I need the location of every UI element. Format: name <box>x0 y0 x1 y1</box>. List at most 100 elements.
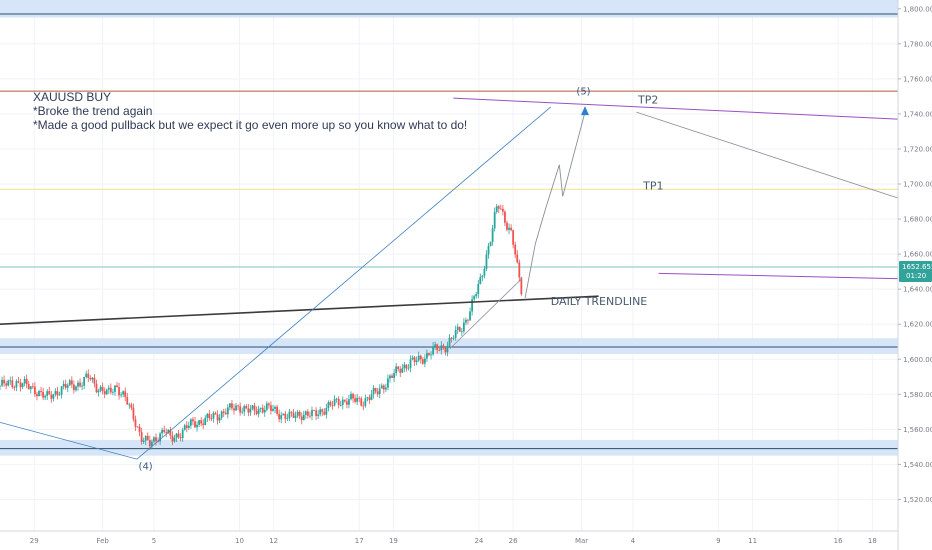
candle-body <box>216 414 219 421</box>
candle-body <box>214 413 217 415</box>
candle-body <box>286 418 289 419</box>
price-tick-label: 1,520.000 <box>903 496 932 504</box>
candle-body <box>247 408 250 413</box>
candle-body <box>378 388 381 395</box>
candle-body <box>510 227 512 231</box>
candle-body <box>426 352 428 359</box>
time-tick-label: 10 <box>235 537 244 545</box>
candle-body <box>497 206 500 209</box>
current-price-countdown: 01:20 <box>906 272 926 280</box>
candle-body <box>173 437 176 442</box>
candle-body <box>391 375 393 378</box>
candle-body <box>261 407 264 413</box>
candle-body <box>384 387 387 390</box>
support-zones <box>0 0 898 456</box>
candle-body <box>140 432 143 442</box>
candle-body <box>25 378 28 385</box>
candle-body <box>294 415 297 418</box>
candle-body <box>499 208 502 210</box>
candle-body <box>405 364 408 369</box>
price-tick-label: 1,680.000 <box>903 216 932 224</box>
candle-body <box>148 440 151 447</box>
candle-body <box>339 404 342 406</box>
candle-body <box>142 440 145 442</box>
time-tick-label: 26 <box>509 537 518 545</box>
candle-body <box>105 389 108 395</box>
candle-body <box>413 357 416 363</box>
time-tick-label: 19 <box>389 537 398 545</box>
candle-body <box>428 352 430 356</box>
candle-body <box>95 383 98 393</box>
candle-body <box>130 404 133 408</box>
candle-body <box>485 254 488 269</box>
time-tick-label: 9 <box>716 537 720 545</box>
candle-body <box>403 364 406 369</box>
candle-body <box>421 359 424 364</box>
candle-body <box>489 241 492 246</box>
candle-body <box>380 385 383 389</box>
price-tick-label: 1,780.000 <box>903 40 932 48</box>
candle-body <box>150 441 153 447</box>
candle-body <box>17 381 20 383</box>
candle-body <box>179 437 182 439</box>
candle-body <box>341 399 344 405</box>
candle-body <box>450 337 453 339</box>
candle-body <box>175 433 178 438</box>
candle-body <box>419 355 422 360</box>
projection-path <box>524 112 586 299</box>
candle-body <box>109 387 112 393</box>
candle-body <box>36 394 38 397</box>
candle-body <box>97 390 100 393</box>
wave-leg-b <box>136 106 552 460</box>
candle-body <box>393 373 395 378</box>
candle-body <box>0 385 1 387</box>
candle-body <box>438 350 441 351</box>
note-line-2: *Broke the trend again <box>33 104 152 118</box>
candle-body <box>382 385 385 390</box>
candle-body <box>366 397 369 399</box>
candle-body <box>434 344 437 347</box>
price-tick-label: 1,560.000 <box>903 426 932 434</box>
candle-body <box>15 381 18 388</box>
candle-body <box>31 386 34 388</box>
candle-body <box>27 384 30 390</box>
candle-body <box>452 337 455 339</box>
current-price-badge <box>899 260 932 282</box>
candle-body <box>506 222 508 230</box>
candle-body <box>440 345 443 351</box>
candle-body <box>448 337 451 346</box>
candle-body <box>368 397 371 400</box>
candle-body <box>475 293 478 297</box>
candle-body <box>87 373 90 378</box>
candle-body <box>350 393 352 400</box>
candle-body <box>185 425 188 428</box>
candle-body <box>395 366 398 374</box>
candle-body <box>226 407 229 415</box>
candle-body <box>181 429 184 439</box>
candle-body <box>290 411 293 413</box>
candle-body <box>132 407 135 420</box>
candle-body <box>48 391 51 395</box>
tp2-label: TP2 <box>637 93 658 106</box>
price-axis[interactable]: 1,800.000 1,780.000 1,760.000 1,740.000 1,72… <box>897 0 932 550</box>
candle-body <box>354 398 356 402</box>
time-tick-label: 24 <box>474 537 483 545</box>
candle-body <box>85 373 88 378</box>
candle-body <box>77 382 79 387</box>
candle-body <box>228 403 231 408</box>
candle-body <box>319 409 322 415</box>
candle-body <box>352 393 354 399</box>
candle-body <box>333 399 336 406</box>
wave-5-label: (5) <box>576 87 590 98</box>
candle-body <box>19 382 22 388</box>
candle-body <box>38 390 40 397</box>
daily-trendline-label: DAILY TRENDLINE <box>551 295 648 308</box>
candle-body <box>204 417 207 426</box>
candle-body <box>177 433 180 438</box>
time-axis[interactable]: 29 Feb 5 10 12 17 19 24 26 Mar 4 9 11 16 18 <box>0 530 898 545</box>
projection-down <box>636 111 899 199</box>
candle-body <box>122 391 125 395</box>
candle-body <box>29 386 32 390</box>
candle-body <box>432 346 434 355</box>
